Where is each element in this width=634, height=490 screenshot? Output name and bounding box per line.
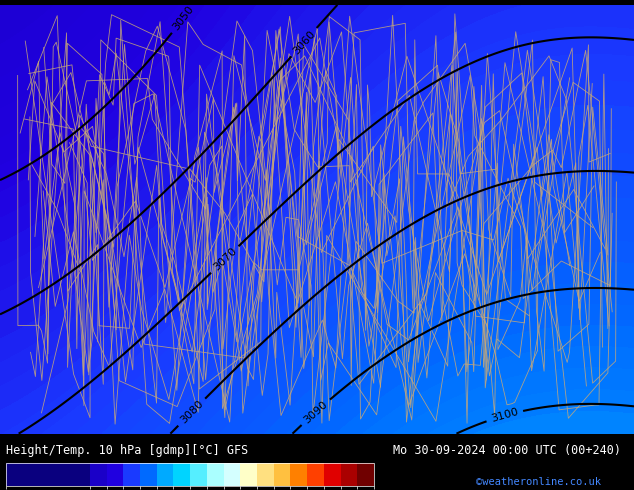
Text: 3060: 3060 xyxy=(291,28,317,56)
Text: 3070: 3070 xyxy=(211,246,238,273)
Text: Mo 30-09-2024 00:00 UTC (00+240): Mo 30-09-2024 00:00 UTC (00+240) xyxy=(393,444,621,457)
Text: 3090: 3090 xyxy=(302,399,330,425)
Text: 3050: 3050 xyxy=(171,3,196,32)
Text: 3080: 3080 xyxy=(178,399,205,426)
Text: ©weatheronline.co.uk: ©weatheronline.co.uk xyxy=(476,477,600,487)
Text: Height/Temp. 10 hPa [gdmp][°C] GFS: Height/Temp. 10 hPa [gdmp][°C] GFS xyxy=(6,444,249,457)
Text: 3100: 3100 xyxy=(490,407,519,424)
